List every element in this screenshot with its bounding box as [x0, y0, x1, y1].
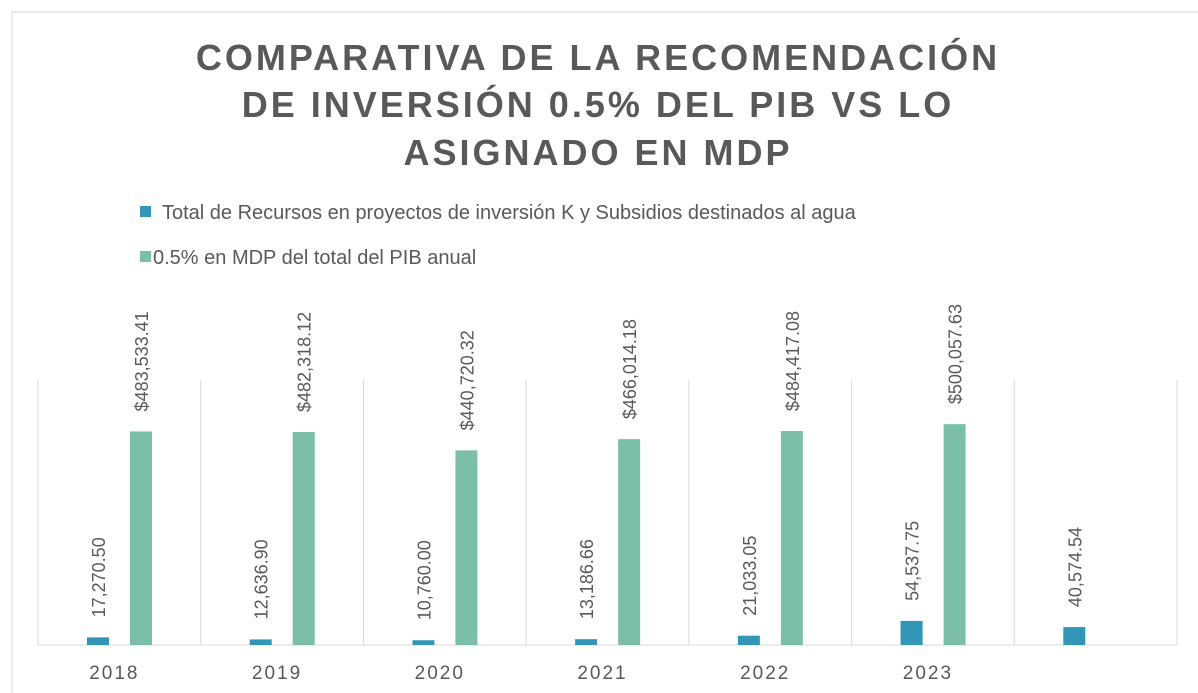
- data-label: $500,057.63: [946, 304, 966, 404]
- bar: [292, 431, 315, 645]
- x-tick-label: 2022: [740, 663, 790, 684]
- data-label: $483,533.41: [132, 311, 152, 411]
- bar: [412, 640, 435, 645]
- bar: [737, 635, 760, 645]
- data-label: 21,033.05: [740, 536, 760, 616]
- bar: [87, 637, 109, 645]
- data-label: 40,574.54: [1065, 527, 1085, 607]
- bar: [1063, 627, 1086, 645]
- x-tick-label: 2020: [415, 663, 465, 684]
- chart-title: COMPARATIVA DE LA RECOMENDACIÓN: [196, 36, 1000, 78]
- legend-label: Total de Recursos en proyectos de invers…: [162, 202, 857, 224]
- data-label: 10,760.00: [414, 540, 434, 620]
- data-label: $484,417.08: [783, 311, 803, 411]
- data-label: $440,720.32: [457, 330, 477, 430]
- x-tick-label: 2023: [903, 663, 953, 684]
- bar: [130, 431, 152, 645]
- bar: [618, 439, 641, 645]
- legend-swatch: [140, 251, 151, 262]
- bar: [455, 450, 478, 645]
- data-label: 12,636.90: [252, 539, 272, 619]
- bar: [943, 424, 966, 645]
- chart-title: DE INVERSIÓN 0.5% DEL PIB VS LO: [242, 83, 955, 125]
- data-label: 13,186.66: [577, 539, 597, 619]
- data-label: $466,014.18: [620, 319, 640, 419]
- bar: [575, 639, 598, 645]
- x-tick-label: 2019: [252, 663, 302, 684]
- legend-label: 0.5% en MDP del total del PIB anual: [153, 247, 476, 269]
- bar: [780, 431, 803, 645]
- legend-swatch: [140, 206, 151, 217]
- bar: [900, 620, 923, 645]
- chart-border: [11, 11, 1198, 693]
- x-tick-label: 2021: [577, 663, 627, 684]
- bar: [249, 639, 272, 645]
- data-label: 17,270.50: [89, 537, 109, 617]
- data-label: $482,318.12: [295, 312, 315, 412]
- data-label: 54,537.75: [903, 521, 923, 601]
- x-tick-label: 2018: [89, 663, 139, 684]
- chart-title: ASIGNADO EN MDP: [403, 132, 792, 173]
